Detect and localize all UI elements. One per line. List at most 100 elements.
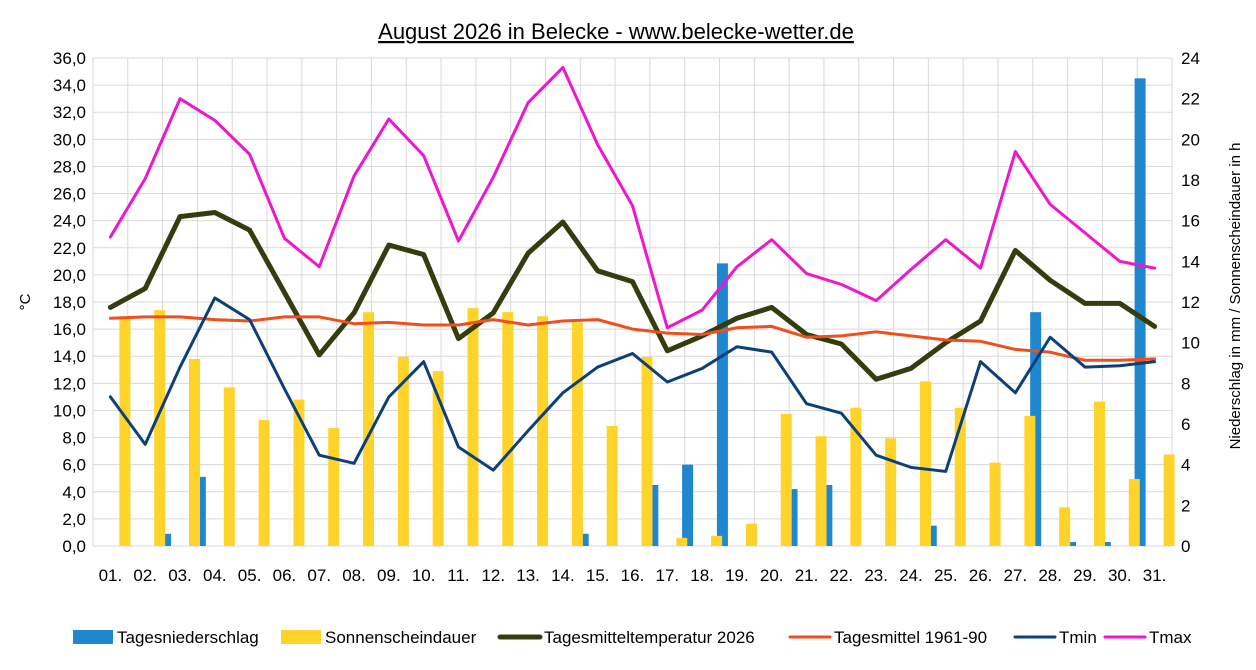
x-tick-label: 31. [1143, 566, 1167, 585]
x-tick-label: 22. [830, 566, 854, 585]
x-tick-label: 15. [586, 566, 610, 585]
y-tick-label: 4,0 [62, 483, 86, 502]
bar-tagesniederschlag [786, 489, 798, 546]
x-tick-label: 06. [273, 566, 297, 585]
bar-sonnenscheindauer [397, 356, 409, 546]
y-tick-label: 24,0 [53, 212, 86, 231]
bar-tagesniederschlag [194, 476, 206, 546]
bar-sonnenscheindauer [676, 537, 688, 546]
legend-swatch [73, 630, 113, 644]
x-tick-label: 26. [969, 566, 993, 585]
bar-sonnenscheindauer [780, 413, 792, 546]
line-series [108, 296, 1157, 473]
y-tick-label: 22,0 [53, 239, 86, 258]
y-tick-label: 6,0 [62, 456, 86, 475]
y-tick-label: 20,0 [53, 266, 86, 285]
bar-sonnenscheindauer [954, 407, 966, 546]
chart-title: August 2026 in Belecke - www.belecke-wet… [378, 19, 854, 44]
x-tick-label: 09. [377, 566, 401, 585]
legend-label: Tagesmittel 1961-90 [834, 628, 987, 647]
y2-tick-label: 6 [1181, 415, 1190, 434]
x-tick-label: 27. [1004, 566, 1028, 585]
y-tick-label: 30,0 [53, 130, 86, 149]
y2-tick-label: 18 [1181, 171, 1200, 190]
bar-sonnenscheindauer [258, 419, 270, 546]
x-tick-label: 02. [133, 566, 157, 585]
bar-sonnenscheindauer [293, 399, 305, 546]
y-tick-label: 0,0 [62, 537, 86, 556]
x-tick-label: 13. [516, 566, 540, 585]
x-tick-label: 21. [795, 566, 819, 585]
bar-sonnenscheindauer [432, 371, 444, 546]
line-layer [107, 65, 1158, 473]
x-tick-label: 10. [412, 566, 436, 585]
x-tick-label: 29. [1073, 566, 1097, 585]
y2-tick-label: 24 [1181, 49, 1200, 68]
y2-tick-label: 8 [1181, 374, 1190, 393]
legend-label: Tagesmitteltemperatur 2026 [544, 628, 755, 647]
x-tick-label: 12. [481, 566, 505, 585]
x-tick-label: 20. [760, 566, 784, 585]
y-axis-title: °C [17, 293, 34, 310]
x-tick-label: 01. [99, 566, 123, 585]
bar-tagesniederschlag [1134, 78, 1146, 546]
y2-tick-label: 12 [1181, 293, 1200, 312]
bar-sonnenscheindauer [154, 310, 166, 546]
x-tick-label: 04. [203, 566, 227, 585]
y-tick-label: 32,0 [53, 103, 86, 122]
legend-label: Tmin [1059, 628, 1097, 647]
y-tick-label: 28,0 [53, 157, 86, 176]
x-tick-label: 03. [168, 566, 192, 585]
y2-tick-label: 20 [1181, 130, 1200, 149]
y-tick-label: 26,0 [53, 185, 86, 204]
y-tick-label: 10,0 [53, 401, 86, 420]
x-tick-label: 17. [655, 566, 679, 585]
bar-sonnenscheindauer [989, 462, 1001, 546]
bar-sonnenscheindauer [1093, 401, 1105, 546]
bar-sonnenscheindauer [1128, 478, 1140, 546]
line-series [107, 210, 1158, 382]
legend-label: Tagesniederschlag [117, 628, 259, 647]
bar-sonnenscheindauer [119, 316, 131, 546]
y-tick-label: 16,0 [53, 320, 86, 339]
y-tick-label: 2,0 [62, 510, 86, 529]
legend-label: Sonnenscheindauer [325, 628, 477, 647]
y-tick-label: 18,0 [53, 293, 86, 312]
y-tick-label: 36,0 [53, 49, 86, 68]
y2-tick-label: 2 [1181, 496, 1190, 515]
bar-tagesniederschlag [1030, 312, 1042, 546]
y2-tick-label: 10 [1181, 334, 1200, 353]
bar-tagesniederschlag [821, 485, 833, 546]
y-tick-label: 12,0 [53, 374, 86, 393]
y2-tick-label: 4 [1181, 456, 1190, 475]
bar-sonnenscheindauer [223, 387, 235, 546]
bar-sonnenscheindauer [363, 312, 375, 546]
x-tick-label: 25. [934, 566, 958, 585]
x-tick-label: 11. [447, 566, 469, 585]
bar-sonnenscheindauer [885, 438, 897, 546]
y2-axis-title: Niederschlag in mm / Sonnenscheindauer i… [1227, 143, 1244, 450]
line-series [108, 65, 1157, 330]
y2-tick-label: 16 [1181, 212, 1200, 231]
x-tick-label: 28. [1038, 566, 1062, 585]
bar-sonnenscheindauer [1163, 454, 1175, 546]
legend-label: Tmax [1149, 628, 1192, 647]
bar-tagesniederschlag [160, 533, 172, 546]
x-tick-label: 24. [899, 566, 923, 585]
bar-sonnenscheindauer [467, 308, 479, 546]
bar-tagesniederschlag [1099, 541, 1111, 546]
y2-tick-label: 22 [1181, 90, 1200, 109]
bar-tagesniederschlag [925, 525, 937, 546]
bar-sonnenscheindauer [641, 356, 653, 546]
legend-swatch [281, 630, 321, 644]
bar-sonnenscheindauer [502, 312, 514, 546]
bar-sonnenscheindauer [850, 407, 862, 546]
x-tick-label: 18. [690, 566, 714, 585]
bar-sonnenscheindauer [745, 523, 757, 546]
bar-sonnenscheindauer [919, 381, 931, 546]
bar-sonnenscheindauer [571, 322, 583, 546]
bar-sonnenscheindauer [606, 426, 618, 546]
legend: Tagesniederschlag Sonnenscheindauer Tagesm… [73, 628, 1192, 647]
y-tick-label: 34,0 [53, 76, 86, 95]
bar-sonnenscheindauer [711, 535, 723, 546]
